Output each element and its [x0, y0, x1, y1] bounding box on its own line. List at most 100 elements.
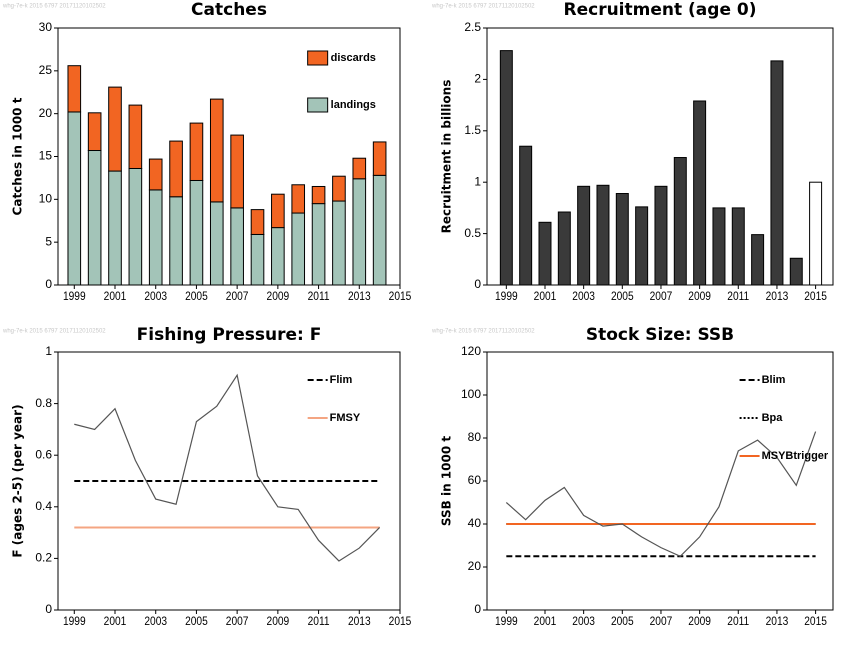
y-tick-label: 15 [39, 149, 53, 163]
chart-title: Catches [191, 0, 267, 20]
watermark: whg-7e-k 2015 6797 20171120102502 [431, 4, 535, 10]
bar-segment [311, 203, 326, 286]
x-tick-label: 2005 [185, 290, 208, 303]
legend-swatch [307, 97, 329, 113]
bar-segment [209, 201, 224, 286]
bar-segment [332, 175, 346, 202]
y-tick-label: 0.2 [35, 551, 52, 565]
legend-label: landings [331, 99, 376, 111]
bar-segment [311, 185, 326, 205]
chart-title: Recruitment (age 0) [564, 0, 757, 20]
bar-segment [128, 167, 143, 286]
x-tick-label: 2007 [226, 615, 249, 628]
line [74, 373, 381, 562]
bar [519, 145, 533, 286]
chart-title: Stock Size: SSB [586, 325, 734, 345]
bar-segment [189, 122, 204, 181]
y-tick-label: 25 [39, 63, 53, 77]
bar-segment [352, 157, 367, 180]
bar-segment [332, 200, 346, 286]
bar [731, 207, 745, 286]
bar-segment [271, 227, 285, 286]
bar-segment [148, 158, 163, 191]
legend-label: FMSY [330, 412, 361, 424]
y-tick-label: 20 [468, 559, 482, 573]
y-tick-label: 40 [468, 516, 482, 530]
y-tick-label: 0 [45, 602, 52, 616]
x-tick-label: 2009 [688, 290, 711, 303]
bar [693, 100, 707, 286]
x-tick-label: 1999 [495, 290, 518, 303]
x-tick-label: 2003 [572, 615, 595, 628]
legend-label: Flim [330, 374, 353, 386]
x-tick-label: 2003 [144, 290, 167, 303]
bar [499, 50, 513, 286]
y-tick-label: 0 [474, 277, 481, 291]
y-tick-label: 60 [468, 473, 482, 487]
plot-frame [486, 27, 834, 286]
x-tick-label: 2001 [534, 290, 557, 303]
panel: whg-7e-k 2015 6797 20171120102502 Recruit… [431, 0, 834, 303]
x-tick-label: 1999 [63, 615, 86, 628]
x-tick-label: 2005 [611, 615, 634, 628]
bar-segment [108, 86, 122, 172]
bar [538, 221, 552, 286]
chart-title: Fishing Pressure: F [137, 325, 322, 345]
x-tick-label: 2011 [727, 290, 749, 303]
bar [557, 211, 571, 286]
bar [770, 60, 784, 286]
legend-label: MSYBtrigger [762, 450, 829, 462]
y-tick-label: 5 [45, 234, 52, 248]
bar [712, 207, 726, 286]
x-tick-label: 2013 [766, 290, 789, 303]
y-tick-label: 30 [39, 20, 53, 34]
bar-segment [169, 140, 183, 198]
bar-segment [87, 112, 102, 152]
bar [577, 185, 591, 286]
panel: whg-7e-k 2015 6797 20171120102502 Stock S… [431, 325, 834, 628]
bar [596, 184, 610, 286]
bar-segment [372, 174, 387, 286]
x-tick-label: 2009 [267, 615, 290, 628]
x-tick-label: 1999 [63, 290, 86, 303]
bar [789, 257, 803, 286]
bar-segment [230, 207, 244, 286]
x-tick-label: 2015 [804, 290, 827, 303]
bar-segment [67, 65, 82, 113]
x-tick-label: 2003 [144, 615, 167, 628]
y-axis-label: Catches in 1000 t [11, 97, 25, 215]
x-tick-label: 1999 [495, 615, 518, 628]
panel: whg-7e-k 2015 6797 20171120102502 Catches… [2, 0, 411, 303]
bar [635, 206, 649, 286]
y-tick-label: 0.6 [35, 447, 52, 461]
y-tick-label: 1.5 [464, 123, 481, 137]
y-tick-label: 2.5 [464, 20, 481, 34]
y-axis-label: SSB in 1000 t [440, 436, 454, 526]
x-tick-label: 2009 [267, 290, 290, 303]
legend-label: Blim [762, 374, 786, 386]
bar-segment [169, 196, 183, 286]
bar-segment [352, 178, 367, 286]
x-tick-label: 2011 [727, 615, 749, 628]
legend-label: Bpa [762, 412, 784, 424]
y-tick-label: 0.5 [464, 226, 481, 240]
x-tick-label: 2001 [104, 290, 127, 303]
bar [809, 181, 823, 286]
y-tick-label: 120 [461, 344, 481, 358]
x-tick-label: 2001 [104, 615, 127, 628]
bar-segment [87, 150, 102, 286]
plot-frame [57, 27, 401, 286]
y-tick-label: 1 [45, 344, 52, 358]
bar-segment [148, 189, 163, 286]
y-axis-label: Recruitment in billions [440, 80, 454, 234]
x-tick-label: 2011 [308, 615, 330, 628]
x-tick-label: 2013 [348, 615, 371, 628]
watermark: whg-7e-k 2015 6797 20171120102502 [2, 329, 106, 335]
y-tick-label: 1 [474, 174, 481, 188]
x-tick-label: 2013 [766, 615, 789, 628]
x-tick-label: 2013 [348, 290, 371, 303]
bar-segment [291, 212, 306, 286]
y-tick-label: 100 [461, 387, 481, 401]
bar-segment [250, 209, 265, 235]
bar-segment [372, 141, 387, 176]
